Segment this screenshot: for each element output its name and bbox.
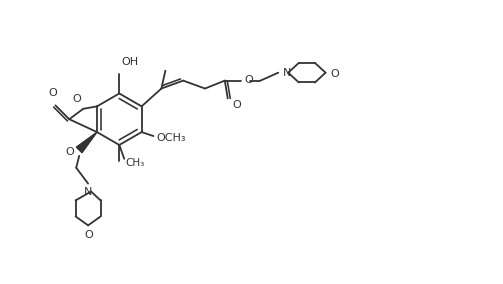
Text: O: O xyxy=(330,69,340,79)
Text: CH₃: CH₃ xyxy=(125,158,144,168)
Text: OH: OH xyxy=(121,57,138,67)
Polygon shape xyxy=(76,132,97,153)
Text: O: O xyxy=(65,147,74,157)
Text: N: N xyxy=(84,187,92,197)
Text: OCH₃: OCH₃ xyxy=(156,133,186,143)
Text: O: O xyxy=(85,230,94,240)
Text: O: O xyxy=(72,94,81,104)
Text: O: O xyxy=(233,100,241,110)
Text: O: O xyxy=(48,88,57,99)
Text: N: N xyxy=(283,68,292,78)
Text: O: O xyxy=(244,75,254,85)
